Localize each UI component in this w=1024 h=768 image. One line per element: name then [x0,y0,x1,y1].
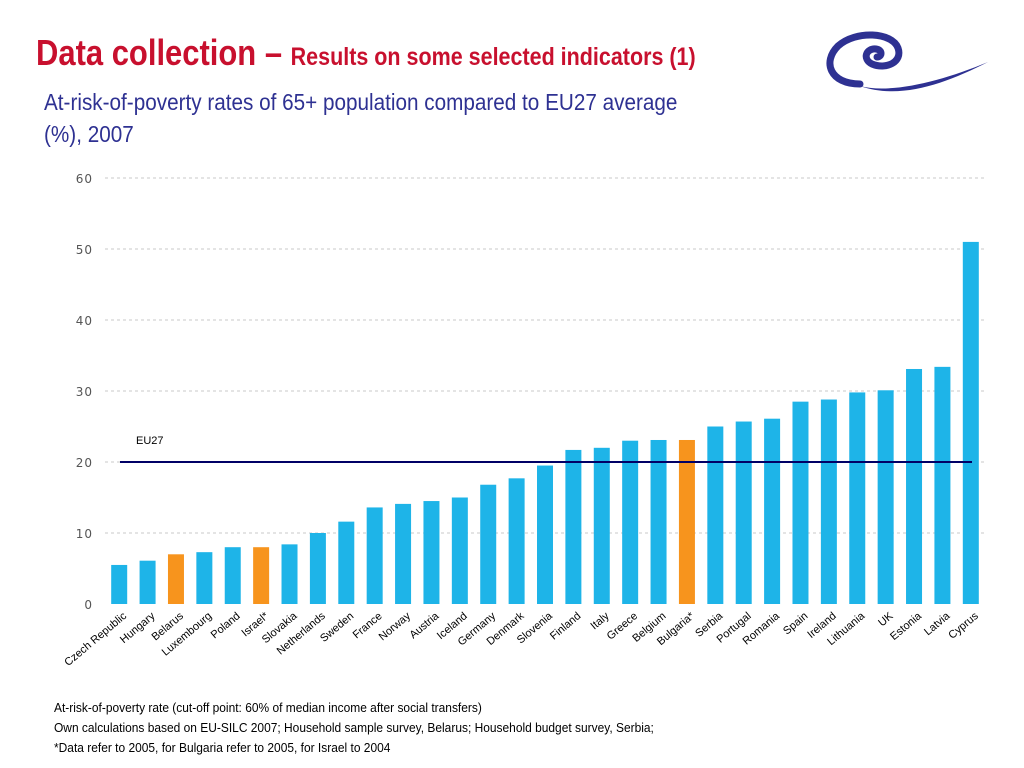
y-tick-label: 0 [84,598,93,612]
bar-belgium [650,439,667,604]
bar-czech-republic [111,564,128,604]
bar-portugal [735,421,752,604]
bar-iceland [451,497,468,604]
bar-serbia [707,426,724,604]
bar-uk [877,390,894,604]
bar-bulgaria [678,439,695,604]
bar-romania [764,418,781,604]
bars [111,241,979,604]
bar-sweden [338,521,355,604]
x-tick-label: Norway [377,610,414,643]
x-axis: Czech RepublicHungaryBelarusLuxembourgPo… [62,610,981,669]
y-tick-label: 60 [76,172,93,186]
eu27-label: EU27 [136,435,164,447]
bar-finland [565,449,582,604]
y-tick-label: 50 [76,243,93,257]
footnotes: At-risk-of-poverty rate (cut-off point: … [54,698,654,758]
slide-title: Data collection – Results on some select… [36,32,696,74]
bar-slovakia [281,544,298,604]
title-sub: Results on some selected indicators (1) [290,43,696,71]
bar-germany [480,484,497,604]
bar-chart: 0 10 20 30 40 50 60 EU27 Czech RepublicHungary… [62,172,985,669]
bar-belarus [167,554,184,604]
bar-latvia [934,366,951,604]
y-tick-label: 30 [76,385,93,399]
bar-france [366,507,383,604]
slide-subtitle: At-risk-of-poverty rates of 65+ populati… [44,89,678,147]
bar-italy [593,447,610,604]
bar-greece [622,440,639,604]
y-tick-label: 40 [76,314,93,328]
bar-cyprus [962,241,979,604]
x-tick-label: Finland [548,610,583,642]
bar-austria [423,501,440,604]
bar-denmark [508,478,525,604]
bar-ireland [820,399,837,604]
bar-hungary [139,560,156,604]
bar-estonia [906,368,923,604]
bar-israel [253,547,270,604]
y-tick-label: 20 [76,456,93,470]
footnote-2: Own calculations based on EU-SILC 2007; … [54,720,654,735]
bar-norway [395,503,412,604]
y-axis: 0 10 20 30 40 50 60 [76,172,93,612]
x-tick-label: Cyprus [946,610,981,642]
bar-spain [792,401,809,604]
title-main: Data collection – [36,32,291,73]
reference-line-group: EU27 [120,435,972,463]
x-tick-label: Poland [209,610,243,641]
bar-luxembourg [196,552,213,604]
bar-poland [224,547,241,604]
bar-lithuania [849,392,866,604]
footnote-1: At-risk-of-poverty rate (cut-off point: … [54,700,482,715]
x-tick-label: Estonia [888,610,924,643]
x-tick-label: UK [876,610,896,629]
bar-slovenia [537,465,553,604]
bar-netherlands [309,533,326,604]
swirl-logo-icon [826,31,988,92]
footnote-3: *Data refer to 2005, for Bulgaria refer … [54,740,391,755]
y-tick-label: 10 [76,527,93,541]
